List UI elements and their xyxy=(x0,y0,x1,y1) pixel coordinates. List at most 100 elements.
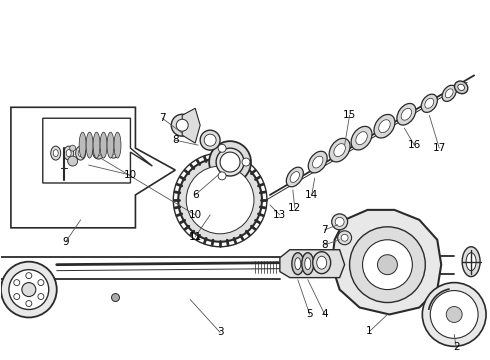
Ellipse shape xyxy=(286,167,303,187)
Ellipse shape xyxy=(338,231,352,245)
Ellipse shape xyxy=(292,253,304,275)
Ellipse shape xyxy=(176,119,188,131)
Ellipse shape xyxy=(329,138,350,162)
Ellipse shape xyxy=(308,151,327,173)
Ellipse shape xyxy=(458,84,465,90)
Circle shape xyxy=(26,273,32,279)
Ellipse shape xyxy=(66,150,71,157)
Ellipse shape xyxy=(86,132,93,158)
Ellipse shape xyxy=(108,146,119,158)
Ellipse shape xyxy=(78,150,83,157)
Circle shape xyxy=(377,255,397,275)
Circle shape xyxy=(14,293,20,300)
Ellipse shape xyxy=(172,114,193,136)
Ellipse shape xyxy=(53,150,58,157)
Polygon shape xyxy=(43,118,152,183)
Circle shape xyxy=(22,283,36,297)
Ellipse shape xyxy=(107,132,114,158)
Ellipse shape xyxy=(341,234,348,241)
Text: 2: 2 xyxy=(453,342,460,352)
Ellipse shape xyxy=(379,120,390,133)
Text: 10: 10 xyxy=(124,170,137,180)
Circle shape xyxy=(1,262,57,318)
Circle shape xyxy=(14,280,20,285)
Ellipse shape xyxy=(112,150,116,154)
Circle shape xyxy=(38,280,44,285)
Ellipse shape xyxy=(442,85,456,102)
Text: 12: 12 xyxy=(288,203,301,213)
Ellipse shape xyxy=(397,103,416,125)
Ellipse shape xyxy=(462,247,480,276)
Ellipse shape xyxy=(204,134,216,146)
Ellipse shape xyxy=(305,258,311,270)
Text: 14: 14 xyxy=(305,190,318,200)
Ellipse shape xyxy=(455,81,468,94)
Text: 4: 4 xyxy=(321,310,328,319)
Circle shape xyxy=(349,227,425,302)
Ellipse shape xyxy=(313,252,331,274)
Ellipse shape xyxy=(313,156,323,168)
Polygon shape xyxy=(280,250,344,278)
Text: 13: 13 xyxy=(273,210,287,220)
Circle shape xyxy=(218,172,226,180)
Ellipse shape xyxy=(401,108,412,120)
Circle shape xyxy=(112,293,120,302)
Ellipse shape xyxy=(335,217,344,226)
Text: 5: 5 xyxy=(306,310,313,319)
Circle shape xyxy=(26,301,32,306)
Ellipse shape xyxy=(64,146,74,160)
Circle shape xyxy=(422,283,486,346)
Circle shape xyxy=(218,144,226,152)
Ellipse shape xyxy=(75,146,86,160)
Text: 7: 7 xyxy=(159,113,166,123)
Circle shape xyxy=(38,293,44,300)
Text: 6: 6 xyxy=(192,190,198,200)
Ellipse shape xyxy=(51,146,61,160)
Text: 8: 8 xyxy=(321,240,328,250)
Ellipse shape xyxy=(93,132,100,158)
Circle shape xyxy=(446,306,462,323)
Ellipse shape xyxy=(290,172,299,183)
Text: 1: 1 xyxy=(366,327,373,336)
Ellipse shape xyxy=(96,149,101,156)
Circle shape xyxy=(220,152,240,172)
Polygon shape xyxy=(332,210,441,315)
Text: 16: 16 xyxy=(408,140,421,150)
Text: 8: 8 xyxy=(172,135,178,145)
Text: 7: 7 xyxy=(321,225,328,235)
Ellipse shape xyxy=(356,132,368,145)
Circle shape xyxy=(178,158,262,242)
Ellipse shape xyxy=(334,144,345,157)
Circle shape xyxy=(70,145,75,151)
Circle shape xyxy=(363,240,413,289)
Circle shape xyxy=(430,291,478,338)
Ellipse shape xyxy=(466,253,476,271)
Ellipse shape xyxy=(425,98,434,108)
Ellipse shape xyxy=(79,132,86,158)
Ellipse shape xyxy=(114,132,121,158)
Ellipse shape xyxy=(332,214,347,230)
Text: 9: 9 xyxy=(62,237,69,247)
Ellipse shape xyxy=(374,114,395,138)
Ellipse shape xyxy=(200,130,220,150)
Ellipse shape xyxy=(93,145,104,159)
Text: 10: 10 xyxy=(189,210,202,220)
Polygon shape xyxy=(11,107,175,228)
Text: 15: 15 xyxy=(343,110,356,120)
Text: 11: 11 xyxy=(189,232,202,242)
Ellipse shape xyxy=(421,94,438,112)
Ellipse shape xyxy=(100,132,107,158)
Polygon shape xyxy=(182,108,200,143)
Ellipse shape xyxy=(216,148,244,176)
Text: 3: 3 xyxy=(217,327,223,337)
Circle shape xyxy=(242,158,250,166)
Circle shape xyxy=(9,270,49,310)
Ellipse shape xyxy=(351,126,372,150)
Circle shape xyxy=(68,156,77,166)
Circle shape xyxy=(186,166,254,234)
Ellipse shape xyxy=(302,253,314,275)
Ellipse shape xyxy=(317,256,327,269)
Ellipse shape xyxy=(445,89,453,98)
Ellipse shape xyxy=(209,141,251,183)
Text: 17: 17 xyxy=(433,143,446,153)
